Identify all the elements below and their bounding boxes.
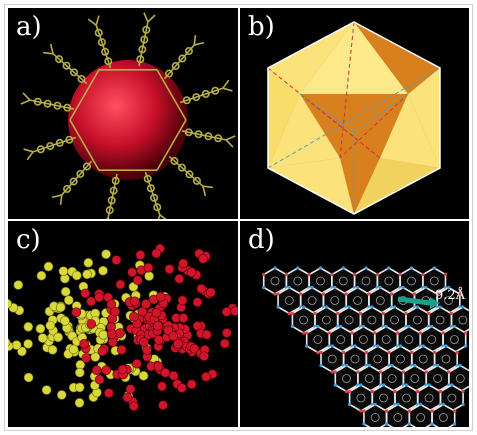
- polyhedron-image: [267, 21, 441, 215]
- panel-label-d: d): [248, 225, 275, 255]
- space-filling-image: [8, 243, 238, 411]
- framework-packing-image: [262, 266, 469, 427]
- cage-structure-image: [20, 12, 236, 219]
- panel-c: c): [8, 221, 238, 427]
- framework-lines: [20, 12, 236, 219]
- panel-d: d) 9.2Å: [240, 221, 469, 427]
- pore-size-arrow: [397, 296, 431, 306]
- panel-a: a): [8, 8, 238, 219]
- red-atoms: [71, 243, 238, 411]
- panel-b: b): [240, 8, 469, 219]
- panel-label-c: c): [16, 225, 41, 255]
- pore-size-label: 9.2Å: [435, 288, 466, 303]
- panel-label-b: b): [248, 12, 275, 42]
- panel-label-a: a): [16, 12, 42, 42]
- cavity-sphere: [68, 60, 188, 180]
- arrow-head-icon: [430, 297, 440, 309]
